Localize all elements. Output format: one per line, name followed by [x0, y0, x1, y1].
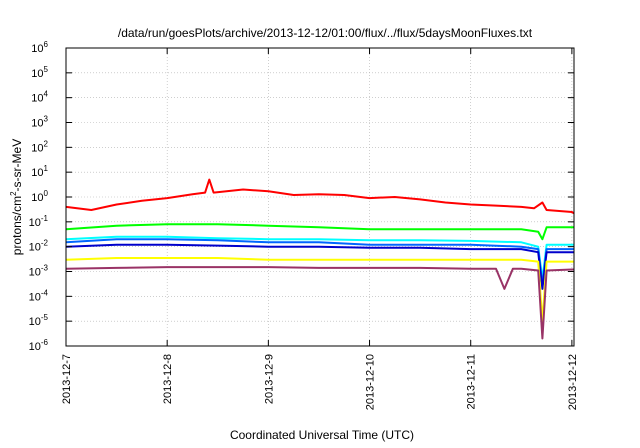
y-axis-label-rest: -s-sr-MeV	[10, 139, 24, 192]
series-line-1	[65, 178, 575, 215]
plot-lines	[65, 178, 575, 340]
y-tick-label: 104	[31, 90, 48, 105]
grid	[65, 47, 574, 347]
y-axis-label-main: protons/cm	[10, 196, 24, 255]
y-axis-ticks: 10-6 10-5 10-4 10-3 10-2 10-1 100 101 102 103 104 1…	[29, 40, 574, 353]
y-tick-label: 10-2	[29, 239, 49, 254]
chart-title: /data/run/goesPlots/archive/2013-12-12/0…	[118, 26, 533, 40]
y-tick-label: 106	[31, 40, 48, 55]
series-line-7	[65, 266, 574, 340]
y-axis-label: protons/cm2-s-sr-MeV	[9, 139, 24, 255]
y-tick-label: 102	[31, 139, 48, 154]
y-tick-label: 10-6	[29, 338, 49, 353]
y-tick-label: 100	[31, 189, 48, 204]
y-tick-label: 105	[31, 65, 48, 80]
x-tick-label: 2013-12-8	[162, 354, 174, 404]
y-tick-label: 101	[31, 164, 48, 179]
y-tick-label: 10-5	[29, 313, 49, 328]
series-line-5	[65, 243, 574, 290]
x-axis-label: Coordinated Universal Time (UTC)	[230, 428, 414, 442]
y-tick-label: 10-1	[29, 214, 49, 229]
y-tick-label: 103	[31, 115, 48, 130]
x-tick-label: 2013-12-7	[61, 354, 73, 404]
x-axis-ticks: 2013-12-7 2013-12-8 2013-12-9 2013-12-10 201…	[61, 48, 579, 410]
x-tick-label: 2013-12-12	[567, 354, 579, 410]
x-tick-label: 2013-12-9	[263, 354, 275, 404]
x-tick-label: 2013-12-10	[365, 354, 377, 410]
y-axis-label-sup: 2	[9, 191, 18, 196]
x-tick-label: 2013-12-11	[466, 354, 478, 409]
plot-frame	[65, 47, 575, 347]
series-line-2	[65, 223, 574, 241]
y-tick-label: 10-4	[29, 288, 49, 303]
y-tick-label: 10-3	[29, 264, 49, 279]
